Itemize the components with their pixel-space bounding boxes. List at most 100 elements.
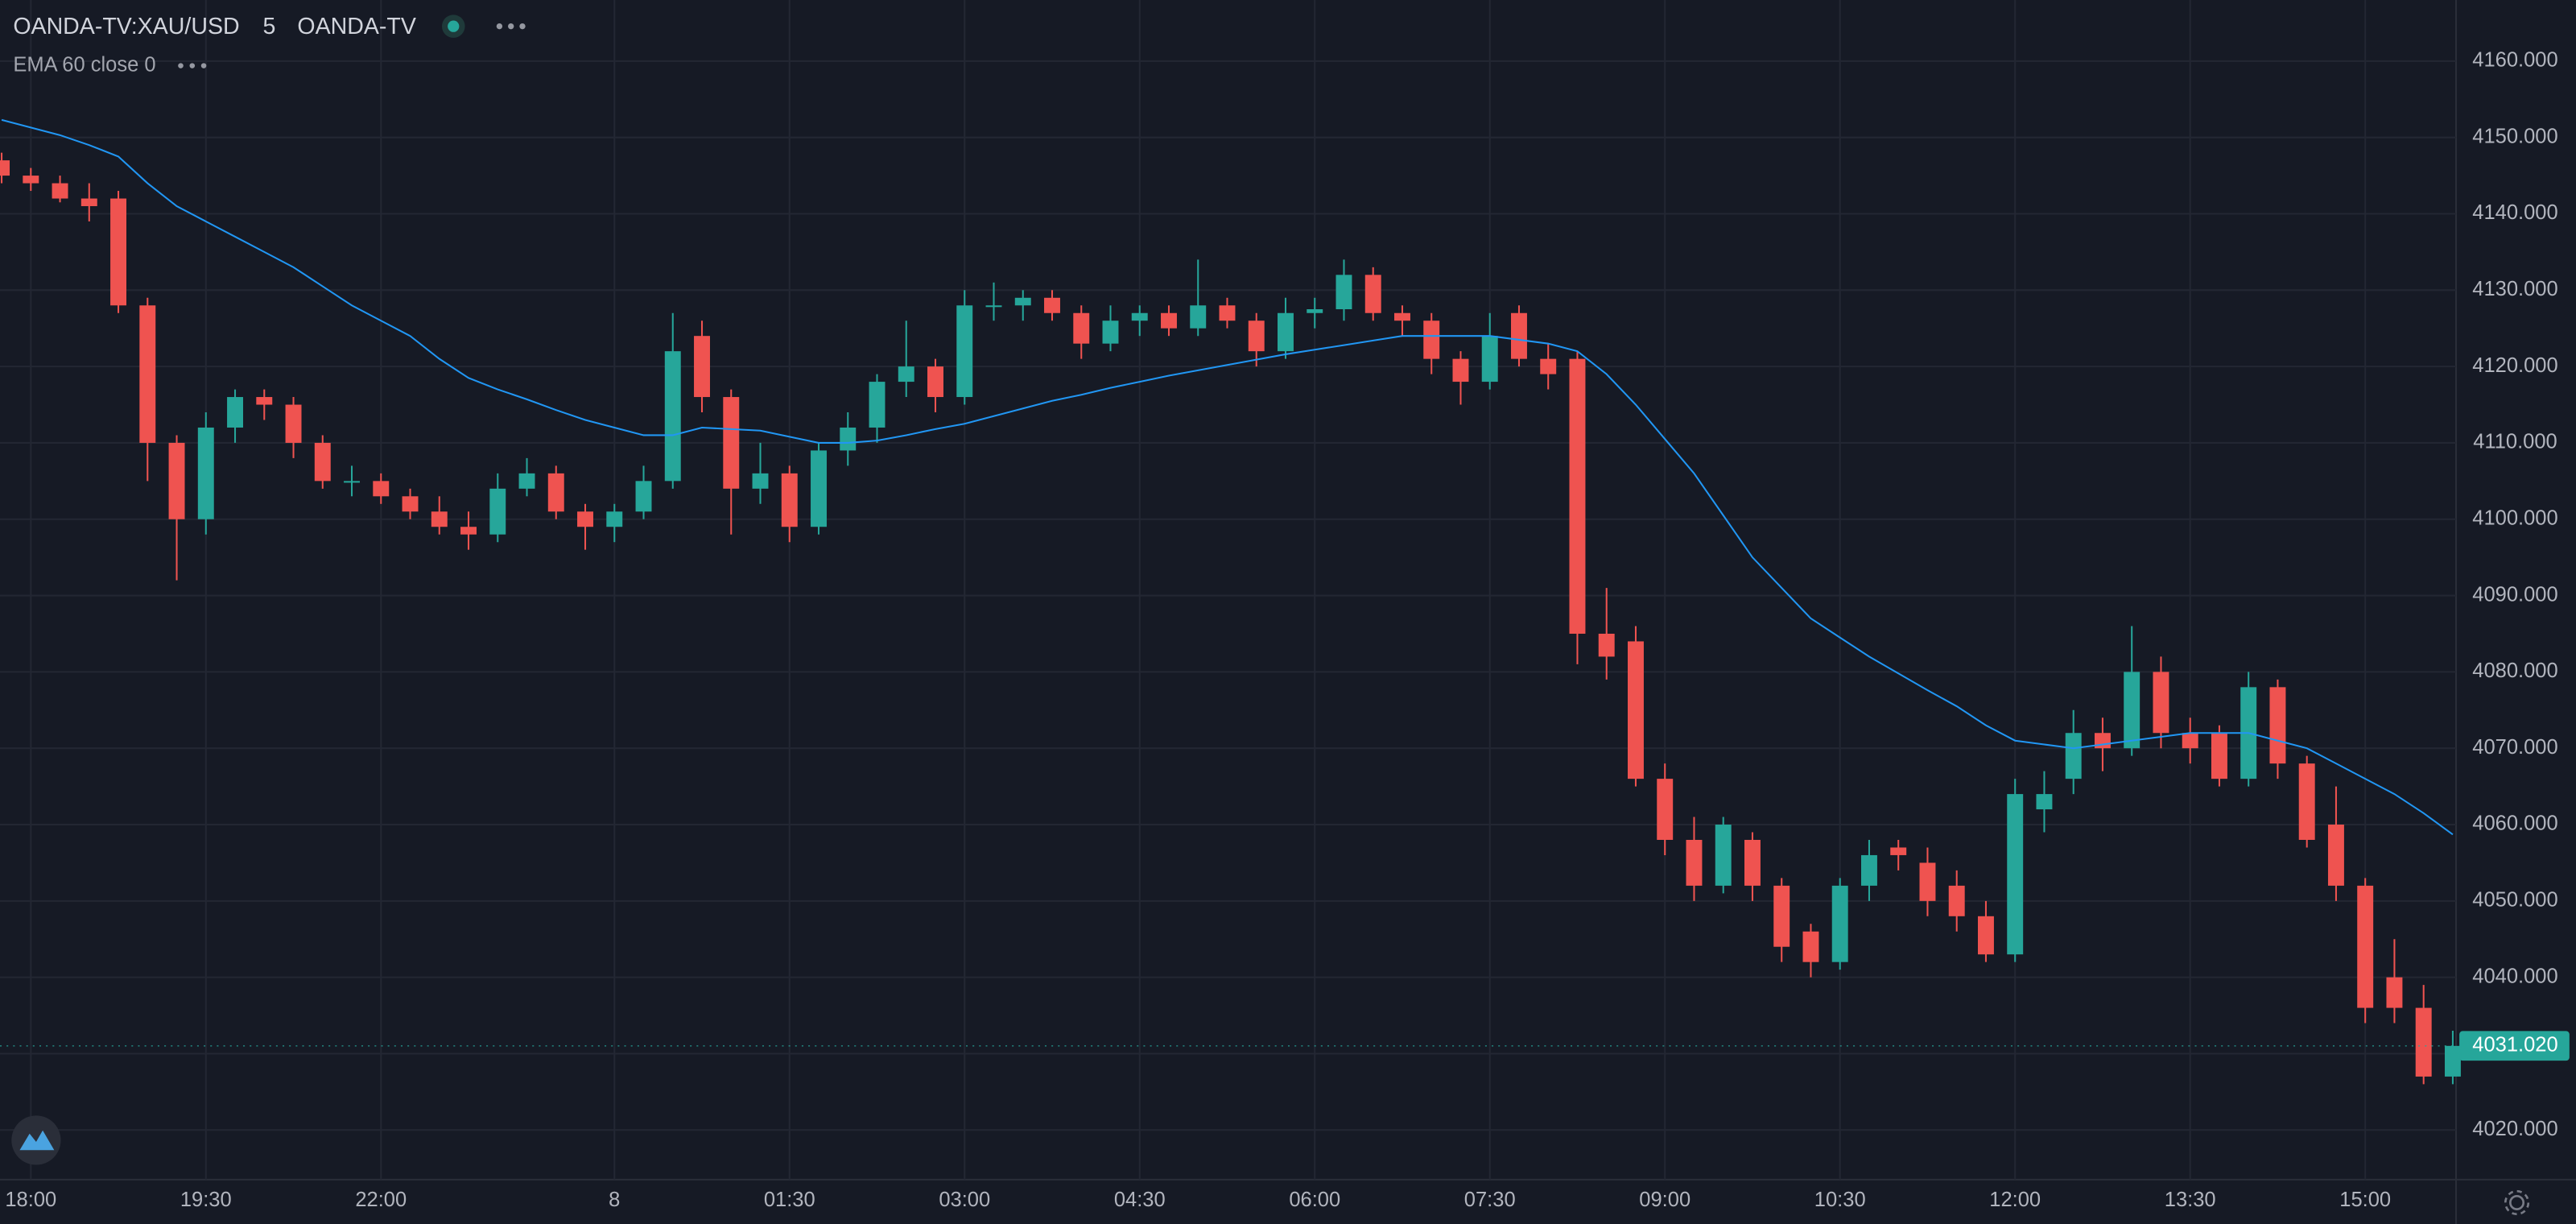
x-tick-label: 13:30 xyxy=(2165,1189,2216,1211)
x-tick-label: 01:30 xyxy=(764,1189,815,1211)
candle-body xyxy=(1802,931,1819,962)
candle-body xyxy=(1890,847,1907,855)
candle-body xyxy=(1102,320,1119,344)
candle-body xyxy=(0,160,10,176)
x-tick-label: 04:30 xyxy=(1114,1189,1166,1211)
candle-body xyxy=(2153,672,2169,734)
candle-body xyxy=(1715,825,1732,886)
candle-body xyxy=(752,473,769,489)
logo[interactable] xyxy=(11,1115,61,1165)
candle-body xyxy=(1394,312,1410,321)
candle-body xyxy=(1423,320,1440,359)
indicator-label[interactable]: EMA 60 close 0 xyxy=(13,53,155,76)
x-tick-label: 15:00 xyxy=(2339,1189,2391,1211)
candle-body xyxy=(314,442,331,482)
candle-body xyxy=(256,397,273,405)
candle-body xyxy=(1657,779,1674,840)
y-tick-label: 4130.000 xyxy=(2472,278,2557,300)
x-tick-label: 09:00 xyxy=(1639,1189,1690,1211)
candle-body xyxy=(840,427,857,451)
candle-body xyxy=(1219,305,1236,321)
candle-body xyxy=(1044,297,1060,313)
candle-body xyxy=(489,488,506,535)
indicator-more[interactable] xyxy=(178,63,207,68)
symbol[interactable]: OANDA-TV:XAU/USD xyxy=(13,14,239,39)
candle-body xyxy=(635,481,652,512)
ema-line xyxy=(1,118,2454,836)
candle-body xyxy=(956,305,973,398)
candle-body xyxy=(1569,358,1586,634)
candle-body xyxy=(781,473,798,527)
candle-body xyxy=(1628,641,1644,779)
y-tick-label: 4140.000 xyxy=(2472,201,2557,224)
candle-body xyxy=(2357,885,2374,1008)
y-tick-label: 4120.000 xyxy=(2472,354,2557,377)
x-tick-label: 03:00 xyxy=(939,1189,990,1211)
candle-body xyxy=(139,305,156,443)
candle-body xyxy=(1307,309,1323,313)
candle-body xyxy=(52,183,68,199)
candle-body xyxy=(1540,358,1557,374)
candle-body xyxy=(285,404,302,443)
candle-body xyxy=(2065,733,2082,779)
candle-body xyxy=(373,481,390,497)
candle-body xyxy=(23,176,39,184)
candle-body xyxy=(402,496,419,512)
candle-body xyxy=(2386,977,2403,1008)
candle-body xyxy=(2269,687,2286,764)
y-tick-label: 4160.000 xyxy=(2472,49,2557,72)
candle-body xyxy=(2444,1045,2461,1077)
settings-button[interactable] xyxy=(2504,1189,2530,1216)
candle-body xyxy=(1335,275,1352,310)
candle-body xyxy=(227,397,243,428)
candle-body xyxy=(1686,839,1703,886)
candle-body xyxy=(1948,885,1965,916)
y-tick-label: 4050.000 xyxy=(2472,889,2557,912)
y-tick-label: 4080.000 xyxy=(2472,660,2557,682)
y-tick-label: 4100.000 xyxy=(2472,507,2557,529)
candle-body xyxy=(1131,312,1148,321)
candle-body xyxy=(1452,358,1469,382)
candle-body xyxy=(2415,1007,2432,1077)
candle-body xyxy=(1481,336,1498,382)
more-button[interactable] xyxy=(496,23,526,30)
x-tick-label: 10:30 xyxy=(1814,1189,1866,1211)
x-tick-label: 07:30 xyxy=(1464,1189,1516,1211)
exchange: OANDA-TV xyxy=(297,14,416,39)
y-tick-label: 4090.000 xyxy=(2472,583,2557,606)
candle-body xyxy=(723,397,740,489)
x-tick-label: 06:00 xyxy=(1289,1189,1340,1211)
candle-body xyxy=(1977,916,1994,955)
candle-body xyxy=(1860,854,1877,886)
y-tick-label: 4070.000 xyxy=(2472,736,2557,759)
status-dot xyxy=(448,20,460,32)
candle-body xyxy=(518,473,535,489)
candle-body xyxy=(2327,825,2344,886)
candle-body xyxy=(664,351,681,482)
candle-body xyxy=(2182,733,2198,749)
plot xyxy=(0,118,2461,1085)
grid xyxy=(0,0,2457,1180)
candle-body xyxy=(2124,672,2140,749)
candle-body xyxy=(1014,297,1031,306)
candle-body xyxy=(197,427,214,519)
y-tick-label: 4150.000 xyxy=(2472,125,2557,147)
candle-body xyxy=(110,198,127,306)
candle-body xyxy=(2007,794,2024,955)
candle-body xyxy=(1073,312,1090,344)
last-price-badge xyxy=(2459,1031,2570,1061)
candle-body xyxy=(1364,275,1381,313)
candle-body xyxy=(1190,305,1207,329)
candle-body xyxy=(80,198,97,207)
candle-body xyxy=(927,366,943,398)
x-tick-label: 18:00 xyxy=(5,1189,56,1211)
y-tick-label: 4060.000 xyxy=(2472,813,2557,835)
candle-body xyxy=(869,382,886,428)
candle-body xyxy=(1919,862,1936,901)
candle-body xyxy=(460,527,477,535)
interval[interactable]: 5 xyxy=(263,14,276,39)
candle-body xyxy=(1744,839,1761,886)
candle-body xyxy=(985,305,1002,308)
